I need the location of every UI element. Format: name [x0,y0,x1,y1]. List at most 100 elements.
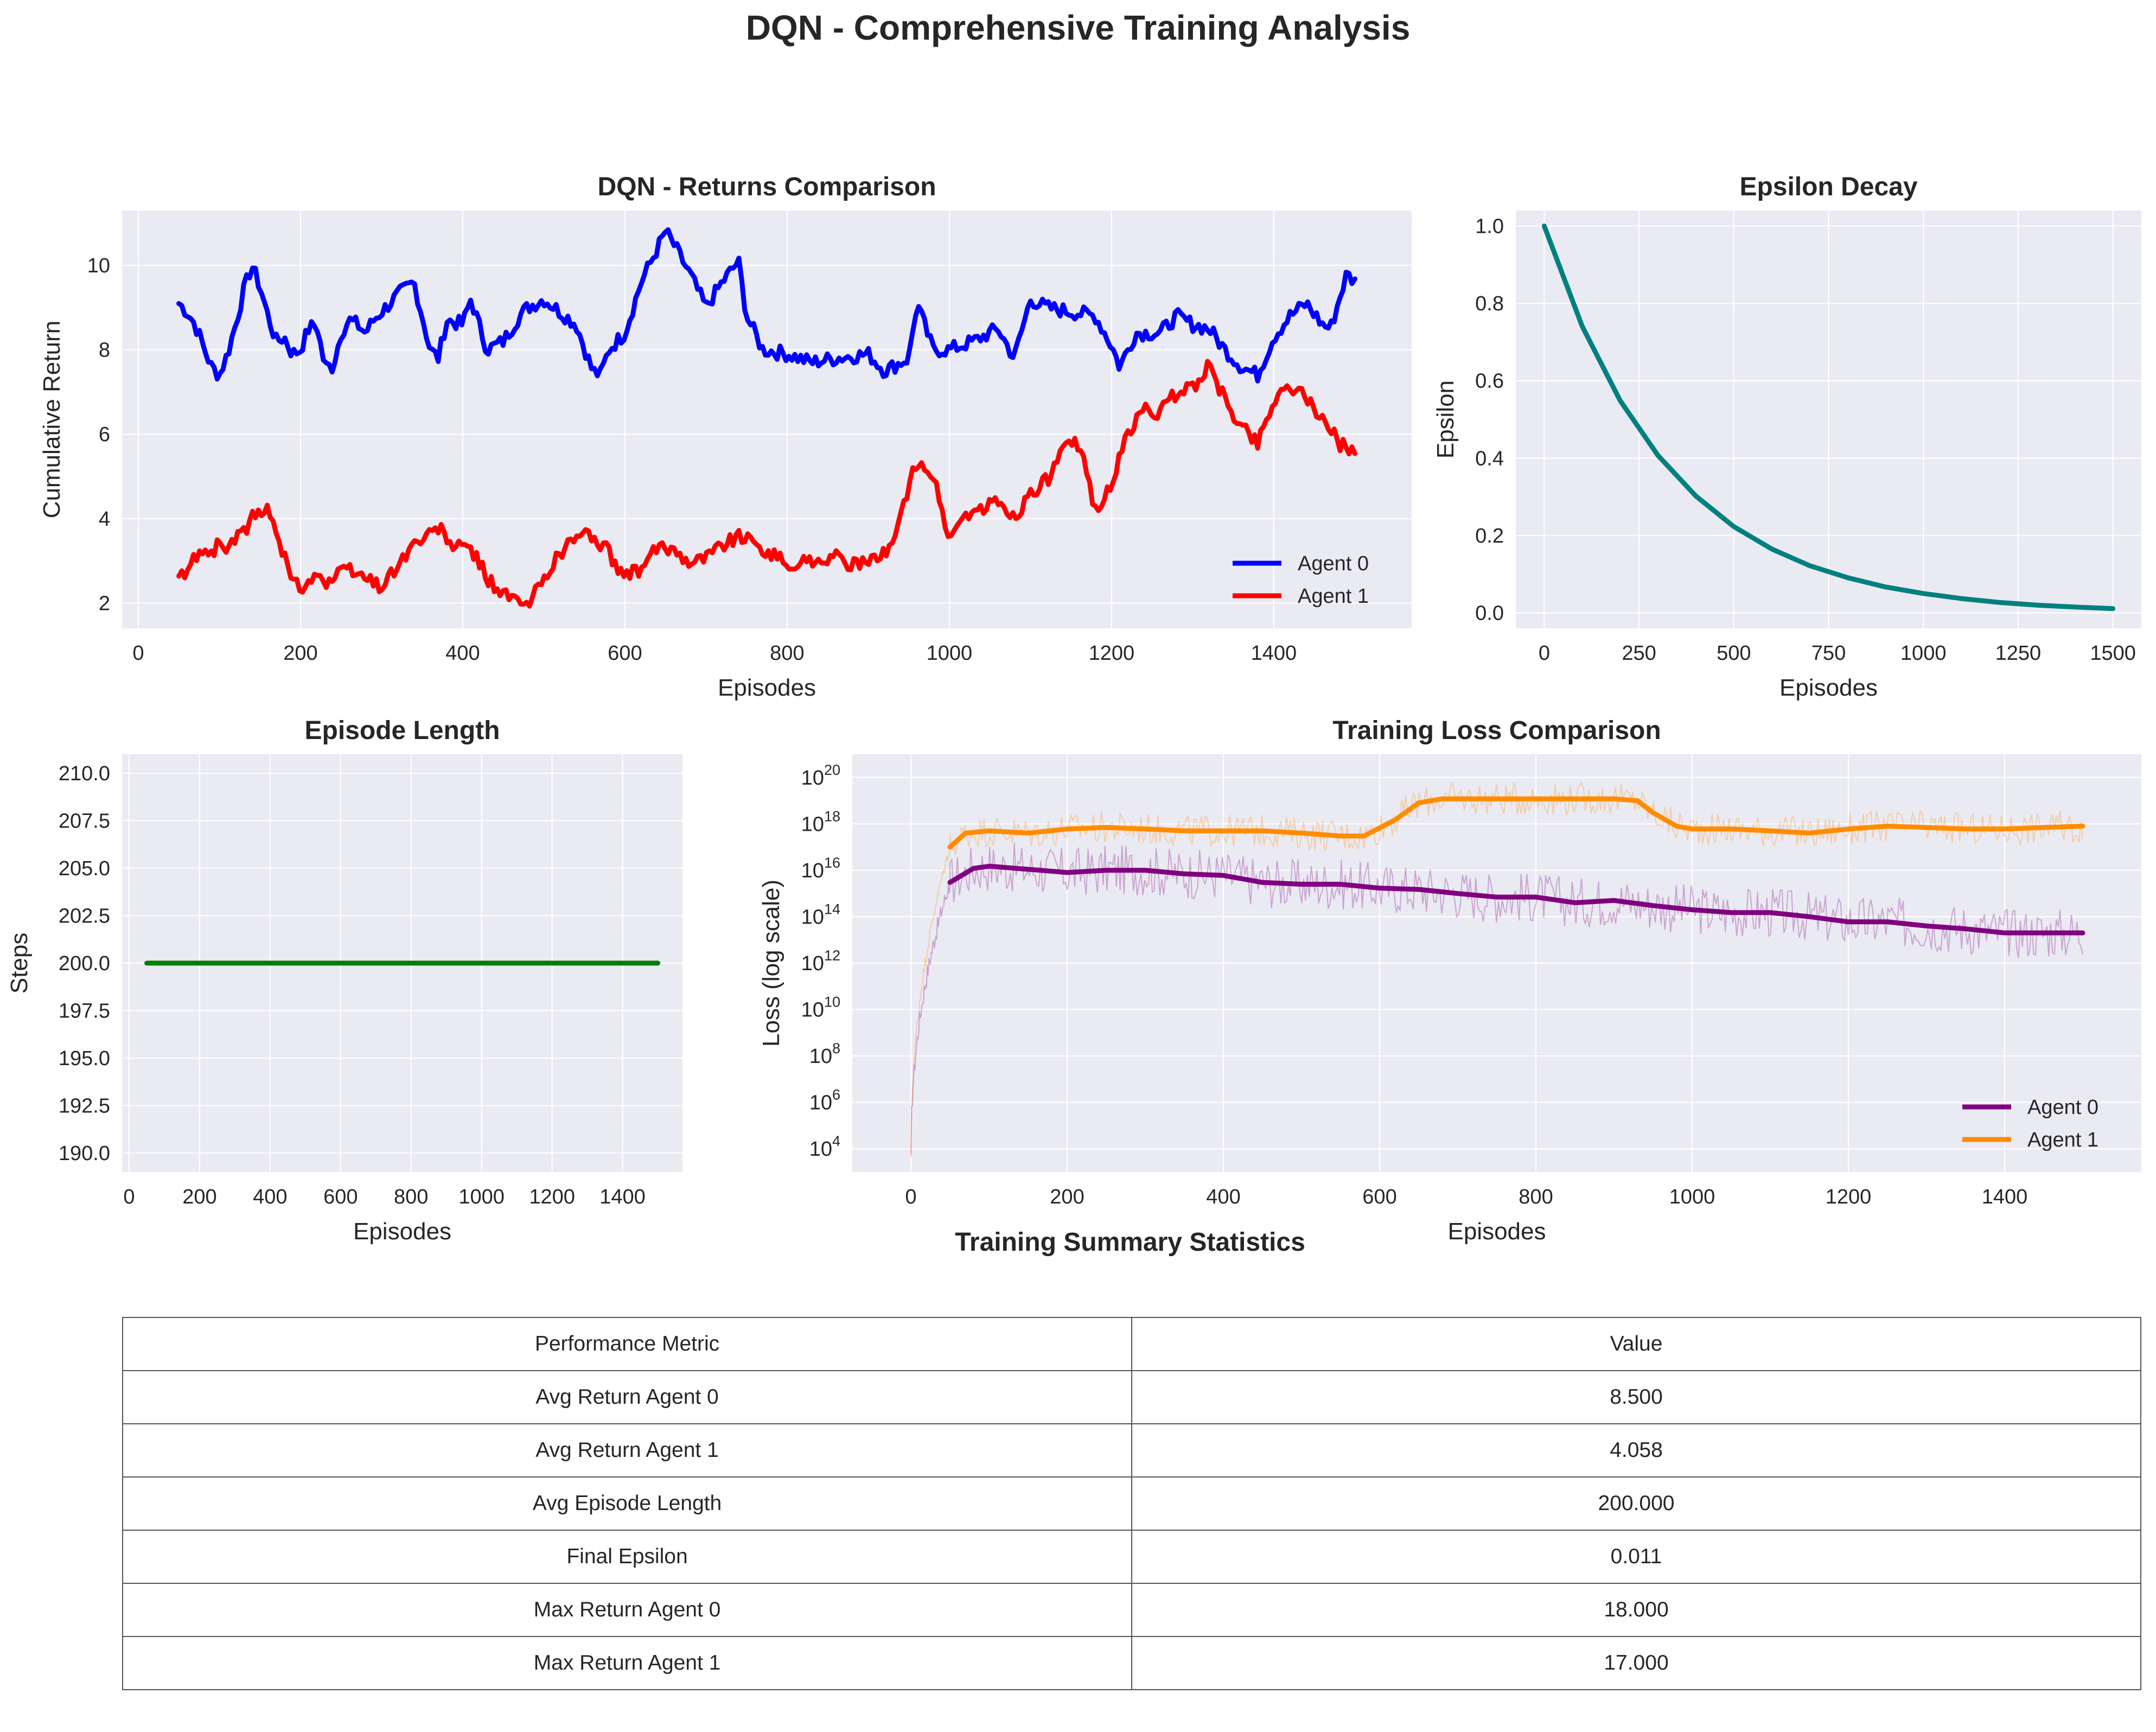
y-tick-label: 6 [99,423,110,446]
y-tick-label: 2 [99,592,110,615]
x-tick-label: 400 [253,1186,287,1208]
value-cell: 18.000 [1131,1583,2141,1637]
chart-title: Training Loss Comparison [1332,716,1661,745]
y-tick-label: 0.4 [1475,447,1504,470]
y-tick-label: 207.5 [59,810,110,833]
metric-cell: Avg Episode Length [122,1476,1132,1531]
plot-background [122,211,1412,628]
chart-title: Epsilon Decay [1739,173,1917,201]
table-row: Final Epsilon 0.011 [122,1530,2141,1584]
y-tick-label: 4 [99,508,110,531]
y-tick-label: 1016 [801,855,840,882]
legend: Agent 0 Agent 1 [1962,1096,2098,1151]
x-tick-label: 600 [323,1186,358,1208]
y-axis-label: Loss (log scale) [758,880,784,1047]
legend-label: Agent 0 [1298,552,1369,575]
x-tick-label: 0 [1539,642,1550,665]
chart-title: DQN - Returns Comparison [597,173,936,201]
y-tick-label: 202.5 [59,905,110,928]
chart-episode_length: 0 200 400 600 800 1000 1200 1400 190.0 192.5 195.0… [6,716,682,1245]
x-tick-label: 1000 [927,642,973,665]
y-tick-label: 0.2 [1475,525,1504,547]
x-axis-label: Episodes [718,674,816,701]
x-tick-label: 1200 [1826,1186,1872,1208]
x-axis-label: Episodes [1779,674,1878,701]
y-tick-label: 1012 [801,947,840,975]
table-row: Max Return Agent 0 18.000 [122,1583,2141,1637]
y-tick-label: 106 [809,1087,840,1115]
value-cell: 4.058 [1131,1423,2141,1478]
y-tick-label: 108 [809,1040,840,1068]
x-tick-label: 1250 [1995,642,2042,665]
x-tick-label: 600 [1362,1186,1396,1208]
metric-cell: Avg Return Agent 0 [122,1370,1132,1424]
legend-label: Agent 0 [2027,1096,2098,1119]
x-tick-label: 1200 [1089,642,1135,665]
x-tick-label: 600 [608,642,642,665]
y-tick-label: 1020 [801,762,840,789]
x-tick-label: 1000 [1669,1186,1715,1208]
y-tick-label: 8 [99,339,110,362]
table-header-cell: Value [1131,1317,2141,1371]
x-axis-label: Episodes [353,1218,451,1245]
value-cell: 0.011 [1131,1530,2141,1584]
series-line-series [1541,224,2116,612]
summary-table-title: Training Summary Statistics [955,1228,1305,1257]
x-tick-label: 250 [1622,642,1656,665]
y-axis-label: Cumulative Return [39,321,65,518]
x-tick-label: 1400 [1982,1186,2028,1208]
x-tick-label: 1200 [529,1186,575,1208]
x-tick-label: 400 [445,642,480,665]
x-tick-label: 1000 [458,1186,505,1208]
y-tick-label: 1014 [801,901,840,928]
y-tick-label: 0.6 [1475,370,1504,393]
y-axis-label: Steps [6,933,33,994]
summary-table: Performance Metric Value Avg Return Agen… [122,1317,2141,1690]
table-row: Avg Return Agent 0 8.500 [122,1370,2141,1424]
y-tick-label: 104 [809,1133,840,1161]
legend-label: Agent 1 [1298,585,1369,608]
series-group [176,227,1357,609]
chart-epsilon: 0 250 500 750 1000 1250 1500 0.0 0.2 0.4 0.6 0.8 1.0… [1432,173,2141,701]
y-tick-label: 195.0 [59,1047,110,1070]
x-tick-label: 1000 [1900,642,1947,665]
y-tick-label: 10 [87,254,110,277]
y-tick-label: 205.0 [59,857,110,880]
y-tick-label: 190.0 [59,1142,110,1165]
series-line-agent-1 [176,359,1357,609]
x-tick-label: 800 [394,1186,428,1208]
legend-label: Agent 1 [2027,1129,2098,1151]
series-group [910,781,2085,1157]
series-line-agent-0 [947,863,2085,935]
chart-loss: 0 200 400 600 800 1000 1200 1400 104 106 108 1010 10… [758,716,2141,1245]
value-cell: 17.000 [1131,1636,2141,1690]
y-tick-label: 1.0 [1475,215,1504,238]
y-tick-label: 0.8 [1475,292,1504,315]
y-tick-label: 200.0 [59,952,110,975]
y-tick-label: 210.0 [59,762,110,785]
value-cell: 200.000 [1131,1476,2141,1531]
chart-title: Episode Length [305,716,500,745]
x-tick-label: 200 [1050,1186,1084,1208]
y-axis-label: Epsilon [1432,380,1459,459]
legend: Agent 0 Agent 1 [1233,552,1369,608]
x-axis-label: Episodes [1447,1218,1546,1245]
x-tick-label: 1400 [1251,642,1297,665]
y-tick-label: 197.5 [59,1000,110,1023]
series-line-agent-0 [176,227,1357,384]
x-tick-label: 1500 [2090,642,2136,665]
x-tick-label: 200 [283,642,317,665]
figure-title: DQN - Comprehensive Training Analysis [745,8,1411,47]
table-header-cell: Performance Metric [122,1317,1132,1371]
metric-cell: Avg Return Agent 1 [122,1423,1132,1478]
y-tick-label: 1010 [801,994,840,1022]
x-tick-label: 800 [1519,1186,1553,1208]
x-tick-label: 0 [905,1186,916,1208]
table-header-row: Performance Metric Value [122,1317,2141,1371]
value-cell: 8.500 [1131,1370,2141,1424]
y-tick-label: 0.0 [1475,602,1504,625]
x-tick-label: 750 [1811,642,1846,665]
x-tick-label: 1400 [599,1186,646,1208]
x-tick-label: 400 [1206,1186,1240,1208]
